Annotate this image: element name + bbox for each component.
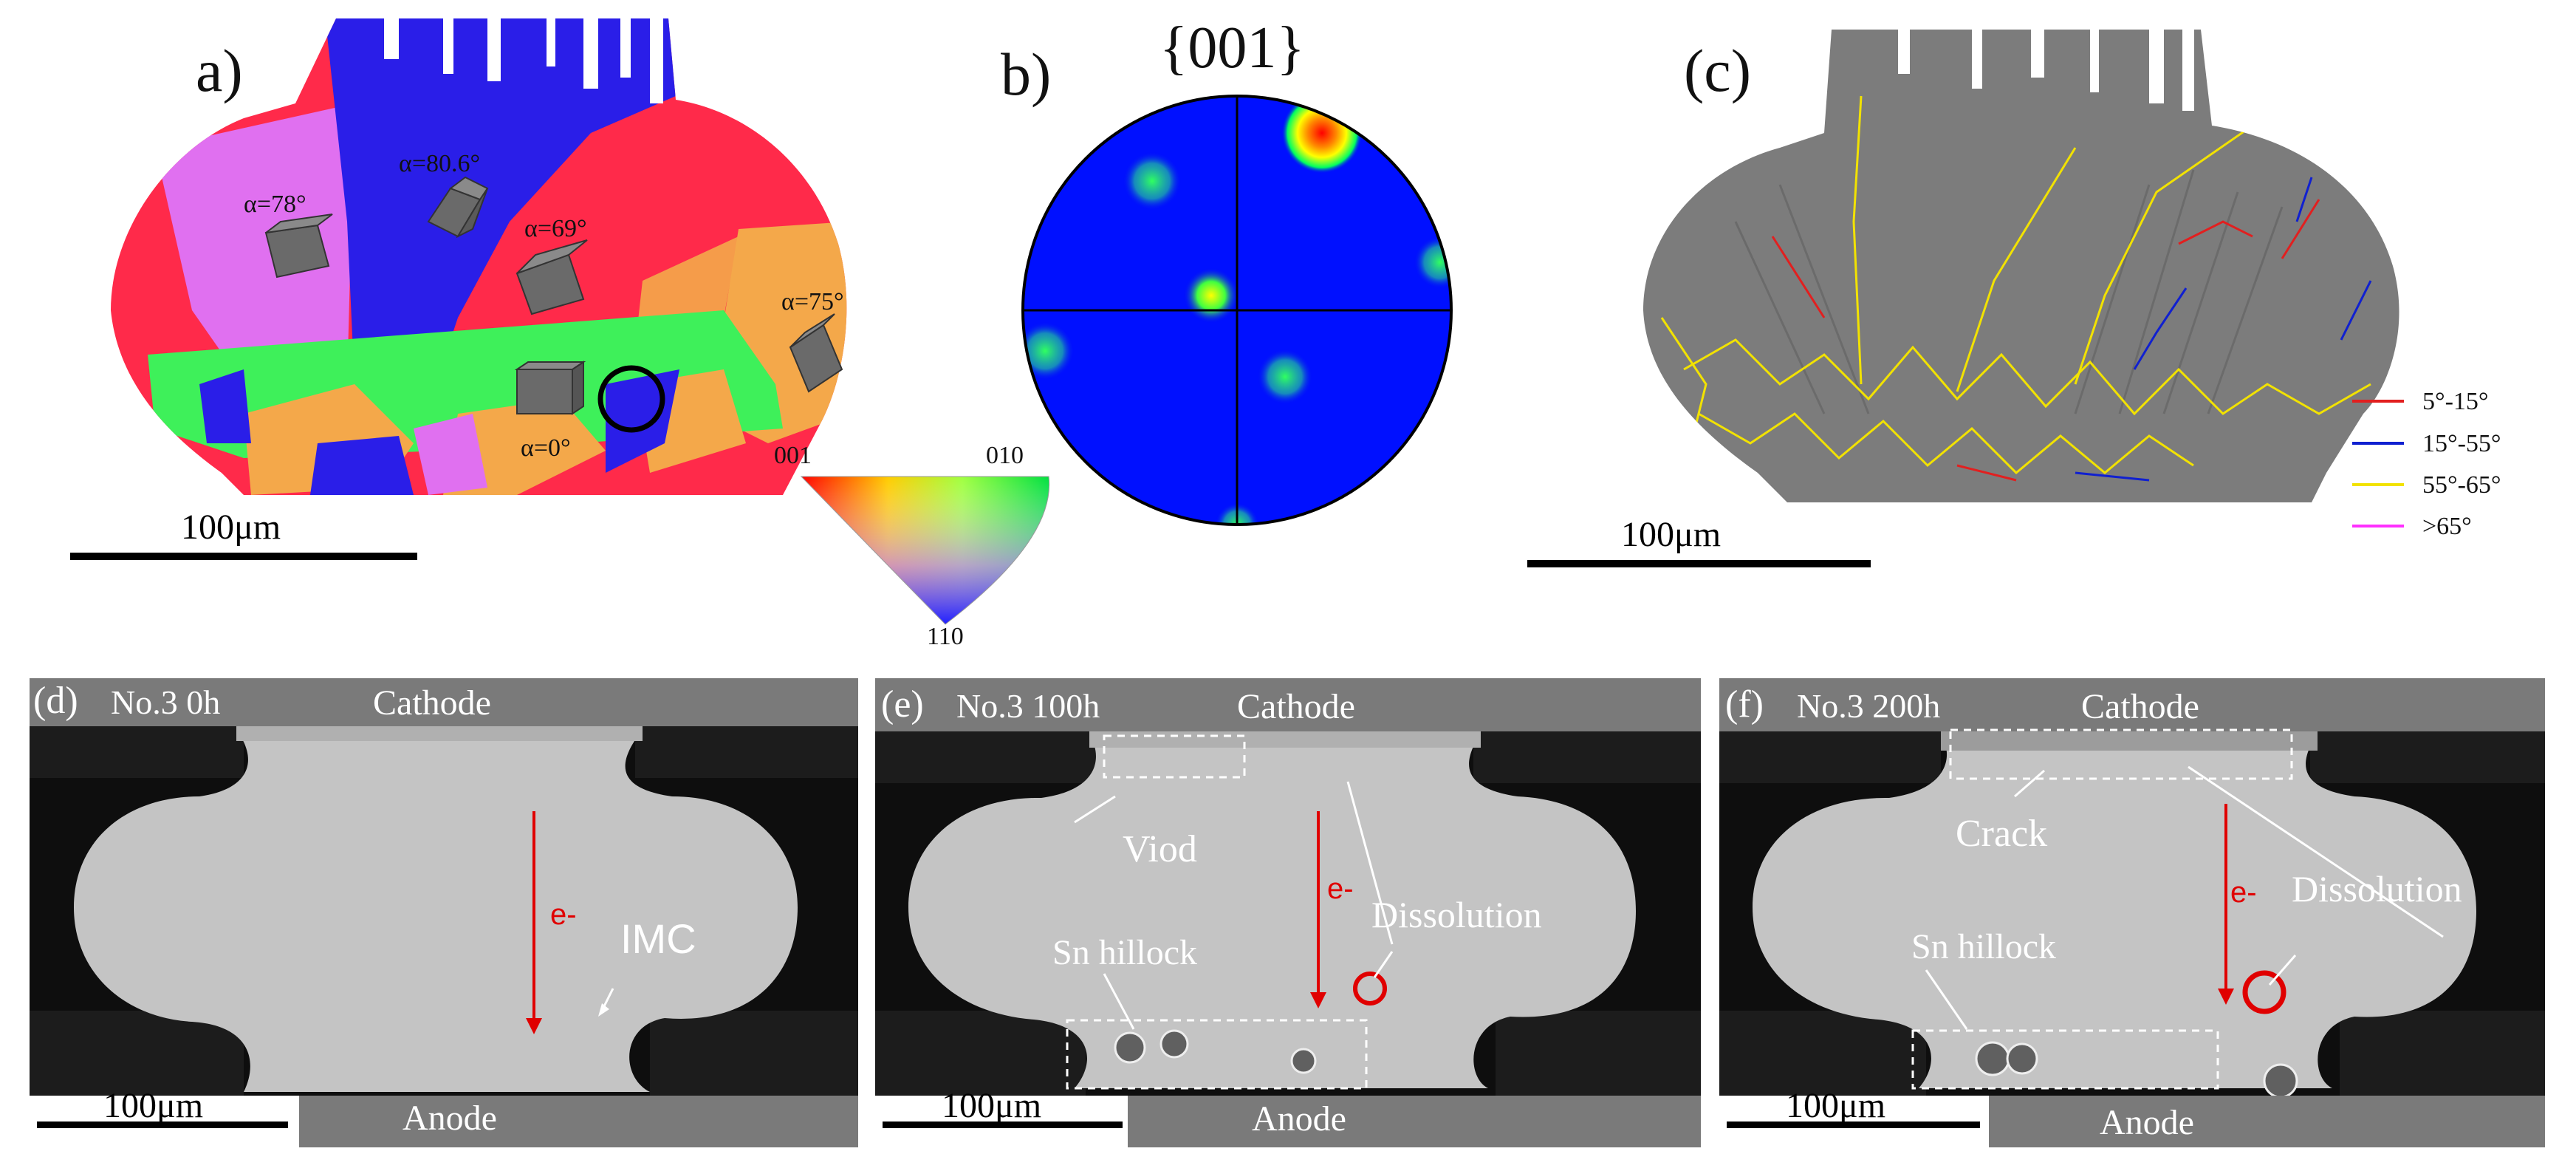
panel-e-scale-text: 100μm bbox=[942, 1086, 1042, 1125]
panel-e-scalebar bbox=[883, 1122, 1123, 1128]
panel-e-electron: e- bbox=[1327, 873, 1354, 905]
legend-label-15-55: 15°-55° bbox=[2422, 430, 2501, 457]
panel-e: (e) No.3 100h Cathode Viod e- Dissolutio… bbox=[875, 678, 1701, 1147]
alpha-69-label: α=69° bbox=[524, 215, 587, 242]
panel-d: (d) No.3 0h Cathode e- IMC Anode 100μm bbox=[30, 678, 858, 1147]
alpha-78-label: α=78° bbox=[244, 191, 306, 218]
panel-d-letter: (d) bbox=[33, 680, 78, 722]
panel-a-letter: a) bbox=[196, 37, 243, 104]
hillock-box-e bbox=[1066, 1019, 1368, 1090]
panel-d-sample: No.3 0h bbox=[111, 683, 221, 721]
cube-alpha-0 bbox=[514, 361, 586, 415]
hillock-box-f bbox=[1911, 1029, 2219, 1090]
panel-d-anode: Anode bbox=[402, 1099, 497, 1138]
panel-e-void: Viod bbox=[1123, 828, 1197, 870]
cube-alpha-69 bbox=[515, 239, 588, 315]
ipf-map bbox=[70, 15, 847, 560]
panel-f-scalebar bbox=[1727, 1122, 1980, 1128]
dissolution-circle-f bbox=[2242, 970, 2286, 1014]
panel-e-cathode: Cathode bbox=[1237, 687, 1355, 726]
panel-d-electron: e- bbox=[550, 898, 577, 931]
panel-f-cathode: Cathode bbox=[2081, 687, 2199, 726]
pole-figure bbox=[1021, 95, 1453, 526]
panel-e-sample: No.3 100h bbox=[956, 687, 1100, 725]
panel-d-scale-text: 100μm bbox=[103, 1086, 204, 1125]
legend-label-5-15: 5°-15° bbox=[2422, 388, 2489, 415]
panel-d-cathode: Cathode bbox=[373, 683, 491, 723]
panel-e-letter: (e) bbox=[881, 683, 924, 726]
panel-f-sample: No.3 200h bbox=[1797, 687, 1941, 725]
panel-b: b) {001} bbox=[982, 0, 1499, 561]
panel-e-anode: Anode bbox=[1252, 1099, 1346, 1138]
alpha-80-label: α=80.6° bbox=[399, 150, 481, 177]
panel-a-scalebar bbox=[70, 553, 417, 560]
triangle-110-label: 110 bbox=[927, 623, 964, 650]
panel-a-scale-text: 100μm bbox=[181, 508, 281, 547]
panel-e-hillock: Sn hillock bbox=[1052, 933, 1198, 972]
panel-f-dissolution: Dissolution bbox=[2292, 868, 2462, 909]
void-box bbox=[1103, 734, 1246, 779]
panel-b-letter: b) bbox=[1001, 41, 1052, 108]
panel-c-letter: (c) bbox=[1684, 37, 1752, 104]
crack-box bbox=[1949, 728, 2293, 780]
panel-d-scalebar bbox=[37, 1122, 288, 1128]
panel-c-scalebar bbox=[1527, 560, 1871, 567]
panel-f: (f) No.3 200h Cathode Crack e- Dissoluti… bbox=[1719, 678, 2545, 1147]
legend-label-55-65: 55°-65° bbox=[2422, 471, 2501, 499]
legend-label-65: >65° bbox=[2422, 513, 2472, 540]
alpha-75-label: α=75° bbox=[781, 288, 844, 315]
panel-d-imc: IMC bbox=[620, 915, 696, 962]
panel-a: a) bbox=[0, 0, 1050, 650]
sem-image-e bbox=[875, 678, 1701, 1147]
ipf-color-triangle bbox=[800, 476, 1050, 625]
panel-f-anode: Anode bbox=[2100, 1103, 2194, 1142]
triangle-010-label: 010 bbox=[986, 442, 1024, 469]
panel-e-dissolution: Dissolution bbox=[1371, 894, 1542, 935]
dissolution-circle-e bbox=[1353, 972, 1387, 1006]
triangle-001-label: 001 bbox=[774, 442, 812, 469]
cube-alpha-75 bbox=[789, 313, 843, 393]
panel-f-crack: Crack bbox=[1956, 813, 2048, 855]
sem-image-d bbox=[30, 678, 858, 1147]
cube-alpha-80 bbox=[427, 176, 489, 239]
panel-c-scale-text: 100μm bbox=[1621, 515, 1722, 554]
panel-f-letter: (f) bbox=[1725, 683, 1764, 726]
panel-f-hillock: Sn hillock bbox=[1911, 927, 2057, 966]
panel-f-scale-text: 100μm bbox=[1786, 1086, 1886, 1125]
panel-f-electron: e- bbox=[2230, 876, 2257, 909]
grain-circle-marker bbox=[597, 365, 665, 433]
alpha-0-label: α=0° bbox=[521, 434, 571, 462]
panel-c: (c) bbox=[1514, 0, 2576, 650]
grain-boundary-map bbox=[1527, 22, 2404, 567]
cube-alpha-78 bbox=[264, 214, 333, 279]
panel-b-title: {001} bbox=[1159, 16, 1305, 81]
sem-image-f bbox=[1719, 678, 2545, 1147]
